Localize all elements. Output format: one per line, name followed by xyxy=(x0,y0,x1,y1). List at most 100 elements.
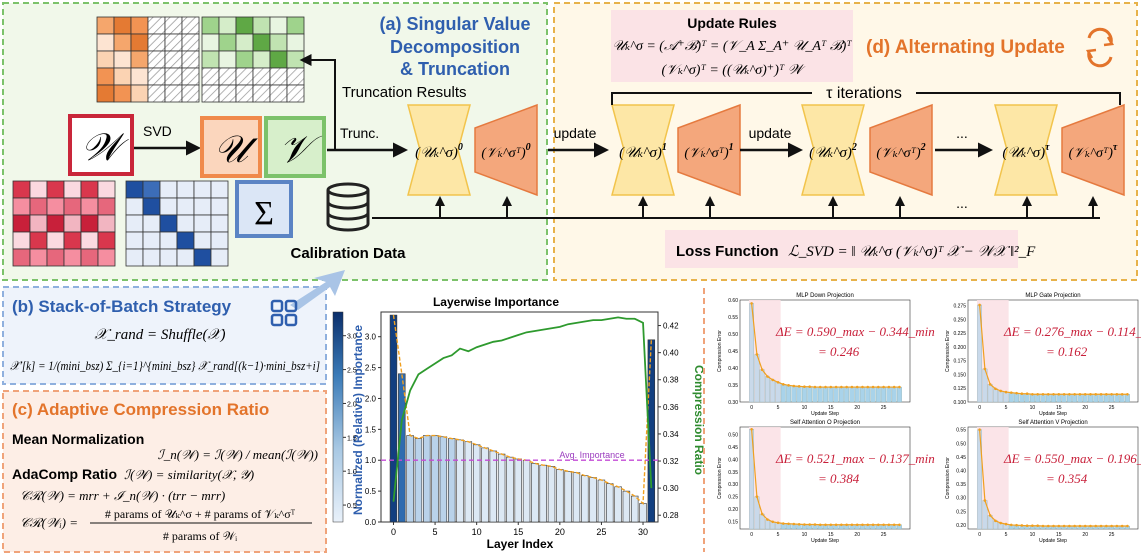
w-cell xyxy=(46,180,65,199)
delta-e-annotation: ΔE = 0.521_max − 0.137_min xyxy=(775,451,935,466)
s-cell xyxy=(125,231,144,250)
error-point xyxy=(1041,524,1045,528)
importance-bar xyxy=(506,456,514,523)
x-tick-label: 5 xyxy=(433,527,438,537)
w-cell xyxy=(80,180,99,199)
error-point xyxy=(1036,392,1039,396)
v-factor-trapezoid xyxy=(474,103,538,197)
v-cell xyxy=(201,67,220,86)
error-point xyxy=(871,523,875,527)
error-bar xyxy=(891,386,897,403)
subchart-y-tick-label: 0.45 xyxy=(728,445,738,451)
error-bar xyxy=(998,390,1004,403)
error-point xyxy=(1009,523,1013,527)
subchart-ylabel: Compression Error xyxy=(717,457,723,499)
error-point xyxy=(803,385,806,389)
w-cell xyxy=(29,197,48,216)
subchart-y-tick-label: 0.35 xyxy=(728,470,738,476)
svg-text:& Truncation: & Truncation xyxy=(400,59,510,79)
chart-ylabel: Normalized (Relative) Importance xyxy=(351,325,365,515)
error-point xyxy=(829,523,833,527)
w-cell xyxy=(46,214,65,233)
u-cell xyxy=(96,67,115,86)
s-cell xyxy=(142,248,161,267)
error-point xyxy=(1031,524,1034,528)
y2-tick-label: 0.28 xyxy=(663,511,679,520)
importance-bar xyxy=(597,479,606,523)
u-cell xyxy=(181,50,200,69)
truncation-results-arrow xyxy=(299,54,336,150)
s-cell xyxy=(193,231,212,250)
u-box xyxy=(200,116,262,178)
compression-error-chart: MLP Down Projection 0.30 0.35 0.40 0.45 0.50 0… xyxy=(717,293,935,417)
u-cell xyxy=(181,33,200,52)
u-cell xyxy=(164,16,183,35)
mean-normalization-formula: ℐ_n(𝒲) = ℐ(𝒲) / mean(ℐ(𝒲)) xyxy=(158,447,318,462)
w-cell xyxy=(63,180,82,199)
ellipsis-bottom: ... xyxy=(956,195,968,211)
y2-tick-label: 0.42 xyxy=(663,322,679,331)
cr-i-numerator: # params of 𝒰ₖ^σ + # params of 𝒱ₖ^σᵀ xyxy=(105,507,296,521)
colorbar-tick-label: 2.0 xyxy=(347,401,357,408)
error-point xyxy=(776,521,780,525)
v-cell xyxy=(269,67,288,86)
v-factor-trapezoid xyxy=(1061,103,1125,197)
loss-function-label: Loss Function xyxy=(676,243,779,260)
v-cell xyxy=(252,84,271,103)
u-cell xyxy=(113,50,132,69)
update-label-2: update xyxy=(749,125,792,141)
early-steps-shade xyxy=(748,300,781,402)
error-point xyxy=(892,385,896,389)
error-bar xyxy=(796,386,802,403)
subchart-x-tick-label: 10 xyxy=(1030,532,1036,538)
u-cell xyxy=(147,50,166,69)
v-cell xyxy=(235,33,254,52)
w-cell xyxy=(63,248,82,267)
subchart-y-tick-label: 0.30 xyxy=(728,400,738,406)
u-factor-label: (𝒰ₖ^σ)1 xyxy=(619,142,667,161)
error-point xyxy=(834,523,838,527)
importance-bar xyxy=(639,503,647,523)
delta-e-annotation: ΔE = 0.276_max − 0.114_min xyxy=(1003,324,1141,339)
layerwise-importance-chart: Layerwise Importance Normalized (Relativ… xyxy=(332,295,706,551)
v-cell xyxy=(252,33,271,52)
error-point xyxy=(978,428,981,432)
error-bar xyxy=(897,386,902,403)
subchart-x-tick-label: 0 xyxy=(750,405,753,411)
v-cell xyxy=(269,84,288,103)
w-cell xyxy=(97,231,116,250)
subchart-ylabel: Compression Error xyxy=(717,330,723,372)
v-cell xyxy=(218,67,237,86)
error-point xyxy=(1046,524,1050,528)
y-tick-label: 2.5 xyxy=(365,364,377,373)
v-factor-trapezoid xyxy=(869,103,933,197)
v-cell xyxy=(235,50,254,69)
error-bar xyxy=(780,384,786,403)
subchart-y-tick-label: 0.45 xyxy=(956,455,966,461)
v-cell xyxy=(286,50,305,69)
error-point xyxy=(1004,390,1008,394)
subchart-ylabel: Compression Error xyxy=(945,457,951,499)
error-bar xyxy=(759,369,765,403)
v-cell xyxy=(286,33,305,52)
subchart-y-tick-label: 0.50 xyxy=(956,441,966,447)
s-cell xyxy=(193,180,212,199)
importance-bar xyxy=(456,439,464,523)
cr-formula: 𝒞ℛ(𝒲) = mrr + ℐ_n(𝒲) · (trr − mrr) xyxy=(20,488,225,503)
error-point xyxy=(824,385,827,389)
delta-e-value: = 0.384 xyxy=(818,471,860,486)
error-point xyxy=(1062,524,1066,528)
subchart-y-tick-label: 0.100 xyxy=(953,400,966,406)
s-cell xyxy=(210,180,229,199)
importance-bar xyxy=(539,464,547,523)
error-point xyxy=(813,523,817,526)
importance-bar xyxy=(522,459,531,523)
y-tick-label: 1.0 xyxy=(365,456,377,465)
w-cell xyxy=(97,248,116,267)
error-point xyxy=(887,523,891,527)
subchart-x-tick-label: 10 xyxy=(802,532,808,538)
u-cell xyxy=(147,33,166,52)
w-cell xyxy=(12,231,31,250)
importance-bar xyxy=(423,435,431,523)
